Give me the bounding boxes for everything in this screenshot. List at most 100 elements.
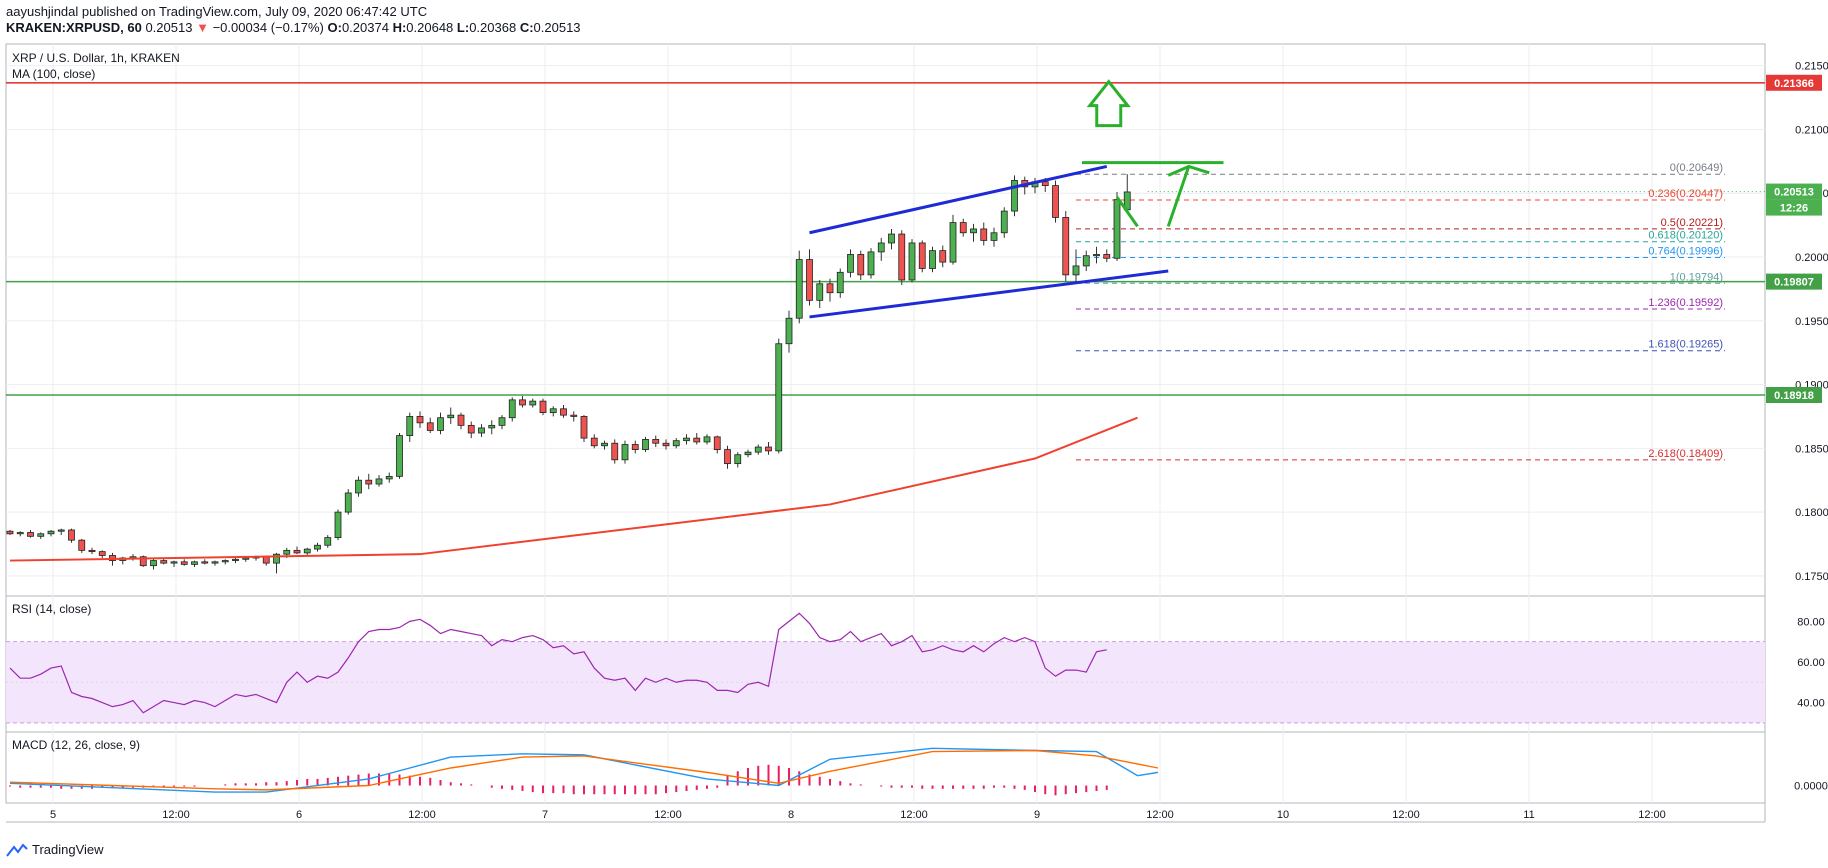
candle-body-up [734,454,742,465]
candle-body-down [457,414,465,426]
candle [580,415,588,442]
candle-body-up [795,259,803,319]
candle [590,434,598,449]
candle [816,279,824,309]
candle-body-down [570,414,578,417]
candle-body-up [273,553,280,564]
candle [724,445,731,469]
candle [416,411,424,428]
candle-body-up [990,232,998,241]
candle [970,223,977,242]
candle-body-down [1103,254,1111,259]
countdown-tag [1766,199,1822,216]
high-label: H: [392,20,407,35]
candle-body-down [560,408,567,416]
candle [939,245,947,268]
symbol: KRAKEN:XRPUSD, 60 [6,20,142,35]
resistance-line-tag [1766,74,1822,91]
candle [180,559,188,566]
fib-level-label: 0.236(0.20447) [1648,188,1723,200]
candle-body-up [929,250,936,269]
candle-body-up [375,478,383,485]
candle [170,560,178,567]
last-price: 0.20513 [145,20,193,35]
ma100-line [9,416,1138,562]
candle [68,528,75,543]
candle [47,529,55,537]
candle-body-up [549,408,557,414]
candle [765,441,772,455]
candle [303,547,311,556]
candle [1072,249,1080,284]
candle-body-up [447,414,455,419]
candle-body-up [1072,265,1080,276]
close-value: 0.20513 [533,20,581,35]
candle-body-down [201,561,209,564]
tradingview-brand[interactable]: TradingView [6,842,104,857]
candle [1000,207,1008,238]
candle-body-down [826,283,834,294]
candle [642,436,649,453]
channel-upper-line [809,164,1108,235]
time-tick-label: 10 [1277,809,1289,821]
candle-body-up [37,533,45,537]
candle-body-up [1000,210,1008,234]
candle-body-up [877,242,885,253]
candle-body-up [1113,199,1121,259]
time-tick-label: 8 [788,809,794,821]
candle [806,249,813,306]
candle-body-up [478,427,485,434]
time-tick-label: 12:00 [408,809,436,821]
time-tick-label: 12:00 [654,809,682,821]
candle [888,228,895,250]
candle-body-down [6,530,14,535]
pair-legend: XRP / U.S. Dollar, 1h, KRAKEN [12,51,180,65]
low-label: L: [456,20,470,35]
candle [826,278,834,302]
low-value: 0.20368 [469,20,517,35]
support-line-upper-label: 0.19807 [1774,277,1814,289]
candle [631,440,639,454]
candle-body-up [437,417,444,431]
candle [375,475,383,487]
last-price-label: 0.20513 [1774,187,1814,199]
candle-body-up [1082,255,1090,267]
candle-body-down [416,416,424,424]
candle-body-down [590,437,598,447]
candle-body-down [918,242,926,269]
candle-body-up [847,254,854,273]
open-value: 0.20374 [341,20,389,35]
candle [570,411,578,422]
candle-body-up [283,549,291,555]
candle [857,250,865,280]
change-arrow: ▼ [196,20,209,35]
candle-body-down [652,438,660,444]
candle-body-up [970,228,977,234]
candle-body-down [631,444,639,450]
candle [344,489,352,515]
projection-up-leg [1166,165,1191,227]
time-tick-label: 6 [296,809,302,821]
candle-body-up [385,475,393,480]
time-tick-label: 7 [542,809,548,821]
ma-legend: MA (100, close) [12,67,95,81]
candle [293,546,301,555]
time-tick-label: 12:00 [162,809,190,821]
rsi-legend: RSI (14, close) [12,602,91,616]
publisher-line: aayushjindal published on TradingView.co… [6,4,428,19]
candle-body-down [806,259,813,301]
candle-body-down [611,442,619,461]
candle [150,558,157,570]
candle [467,421,475,439]
candle-body-down [365,479,373,485]
candle-body-down [898,233,906,281]
candle-body-down [1052,185,1059,218]
candle-body-down [980,228,988,241]
candle-body-up [191,561,198,565]
candle [1062,211,1070,282]
candle-body-up [232,558,239,561]
candle-body-down [78,539,86,551]
